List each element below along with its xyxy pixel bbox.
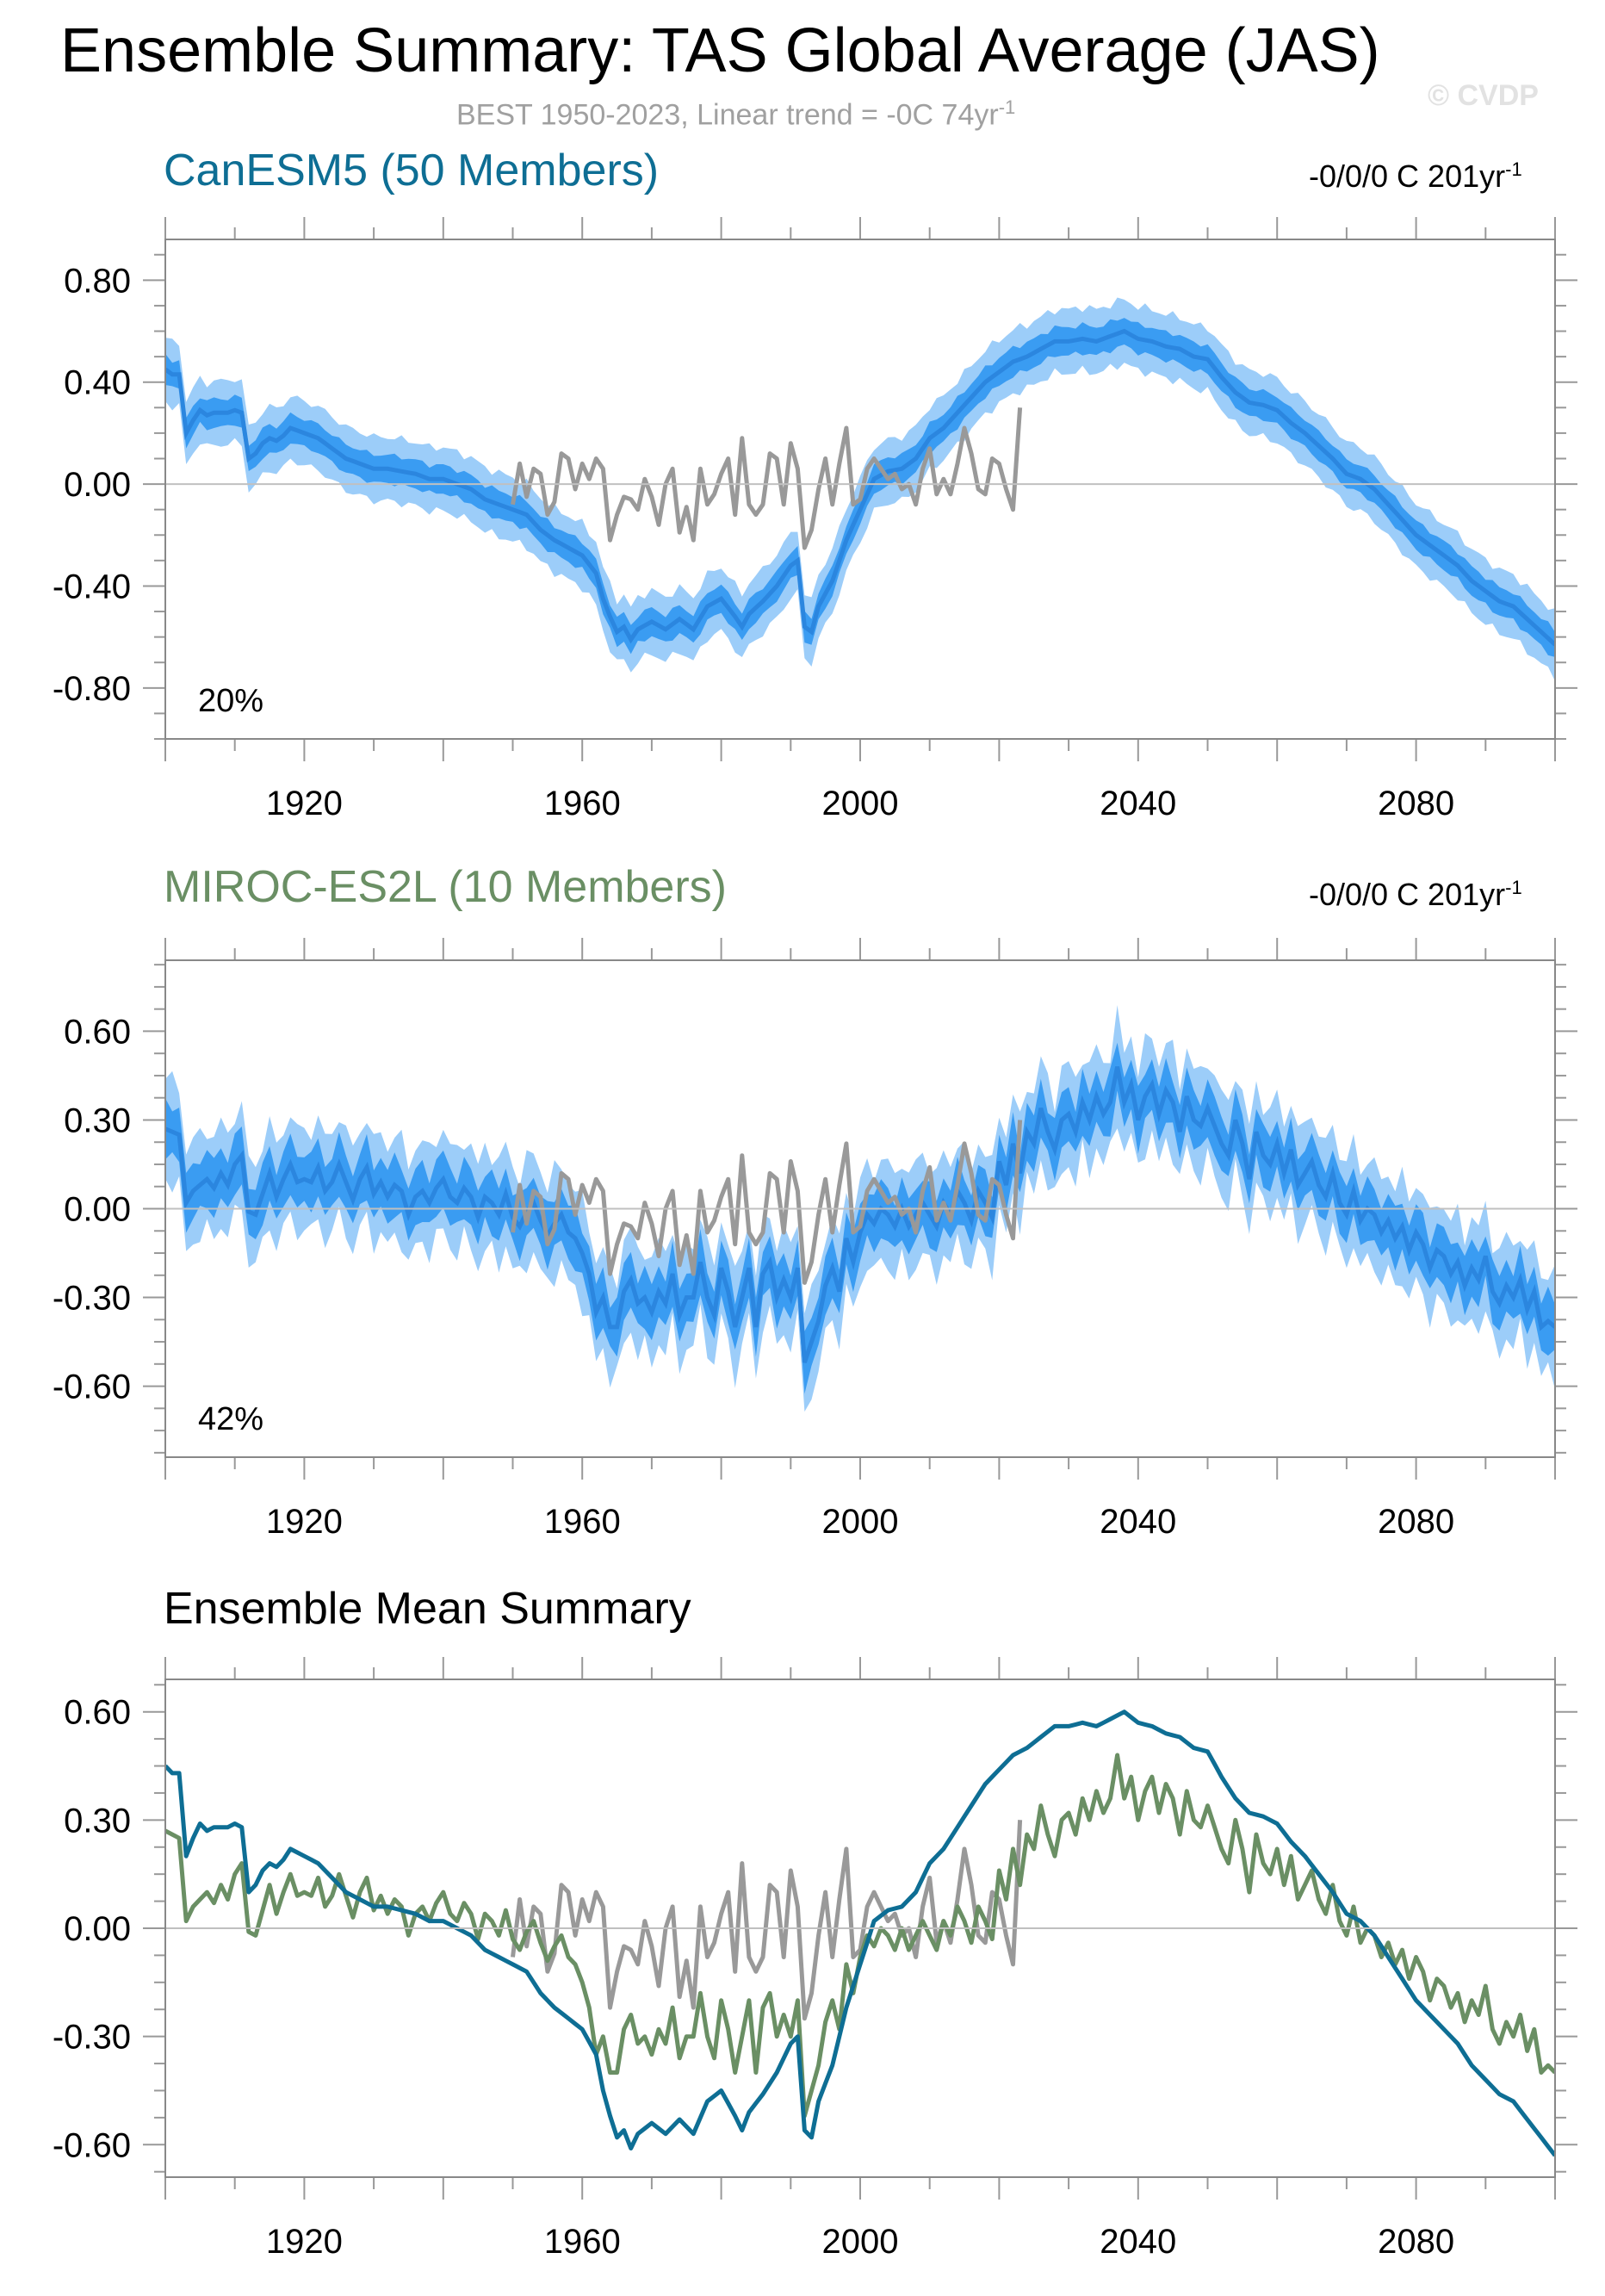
panel3-xtick-label: 1960 [544, 2223, 621, 2261]
panel3-miroc-line [165, 1753, 1555, 2119]
panel3-ytick-label: 0.30 [64, 1802, 131, 1840]
watermark: © CVDP [1428, 79, 1539, 112]
panel2-frame [164, 959, 1556, 1458]
panel1-outer-band [165, 297, 1555, 681]
panel2-ensemble-mean-line [165, 1066, 1555, 1363]
panel1-xtick-label: 1920 [266, 785, 343, 822]
panel2-ytick-label: 0.00 [64, 1191, 131, 1229]
panel1-xtick-label: 2040 [1100, 785, 1176, 822]
panel1-trend-text: -0/0/0 C 201yr [1309, 158, 1506, 194]
panel2-ytick-label: 0.60 [64, 1013, 131, 1051]
panel1-ensemble-mean-line [165, 328, 1555, 647]
panel2-trend-text: -0/0/0 C 201yr [1309, 877, 1506, 912]
panel2-obs-line [511, 1120, 1023, 1285]
panel1-title: CanESM5 (50 Members) [164, 146, 660, 195]
panel2-trend: -0/0/0 C 201yr-1 [1309, 877, 1522, 913]
panel3-xtick-label: 2080 [1378, 2223, 1454, 2261]
panel1-ytick-label: 0.80 [64, 262, 131, 300]
panel2-xtick-label: 2040 [1100, 1503, 1176, 1541]
panel2-title: MIROC-ES2L (10 Members) [164, 862, 727, 912]
panel3-xtick-label: 2000 [822, 2223, 899, 2261]
panel2-axes: 0.60 0.30 0.00 -0.30 -0.60 1920 1960 2000 2040 20… [53, 938, 1577, 1541]
panel3-xtick-label: 2040 [1100, 2223, 1176, 2261]
panel1-trend-sup: -1 [1505, 158, 1522, 180]
panel2-percent-label: 42% [198, 1401, 263, 1437]
panel3-canesm5-line [165, 1710, 1555, 2157]
subtitle-superscript: -1 [998, 96, 1016, 118]
panel3-ytick-label: 0.60 [64, 1694, 131, 1732]
panel2-xtick-label: 1920 [266, 1503, 343, 1541]
panel1-inner-band [165, 318, 1555, 657]
panel1-ytick-label: 0.00 [64, 466, 131, 504]
main-title: Ensemble Summary: TAS Global Average (JA… [60, 16, 1380, 85]
panel3-frame [164, 1679, 1556, 2178]
panel2-xtick-label: 2080 [1378, 1503, 1454, 1541]
subtitle: BEST 1950-2023, Linear trend = -0C 74yr-… [456, 96, 1015, 132]
panel3-ytick-label: 0.00 [64, 1910, 131, 1948]
panel1-xtick-label: 2000 [822, 785, 899, 822]
panel2-xtick-label: 2000 [822, 1503, 899, 1541]
panel1-obs-line [511, 407, 1023, 550]
panel1-plot-area [165, 297, 1555, 681]
panel2-xtick-label: 1960 [544, 1503, 621, 1541]
panel3-ytick-label: -0.60 [53, 2126, 131, 2164]
panel3-plot-area [165, 1710, 1555, 2157]
panel3-title: Ensemble Mean Summary [164, 1584, 691, 1634]
panel1-trend: -0/0/0 C 201yr-1 [1309, 158, 1522, 195]
panel1-ytick-label: 0.40 [64, 364, 131, 402]
panel2-ytick-label: -0.30 [53, 1280, 131, 1318]
panel1-frame [164, 239, 1556, 740]
panel1-axes: 0.80 0.40 0.00 -0.40 -0.80 1920 1960 2000 2040 20… [53, 217, 1577, 822]
panel1-ytick-label: -0.80 [53, 670, 131, 708]
panel1-percent-label: 20% [198, 683, 263, 719]
panel3-ytick-label: -0.30 [53, 2019, 131, 2057]
panel3-obs-line [511, 1820, 1023, 2021]
panel2-ytick-label: -0.60 [53, 1368, 131, 1406]
panel2-ytick-label: 0.30 [64, 1101, 131, 1139]
subtitle-text: BEST 1950-2023, Linear trend = -0C 74yr [456, 98, 999, 132]
panel3-axes: 0.60 0.30 0.00 -0.30 -0.60 1920 1960 2000 2040 20… [53, 1657, 1577, 2261]
panel1-xtick-label: 2080 [1378, 785, 1454, 822]
panel1-ytick-label: -0.40 [53, 568, 131, 605]
panel1-xtick-label: 1960 [544, 785, 621, 822]
panel2-trend-sup: -1 [1505, 877, 1522, 898]
panel3-xtick-label: 1920 [266, 2223, 343, 2261]
